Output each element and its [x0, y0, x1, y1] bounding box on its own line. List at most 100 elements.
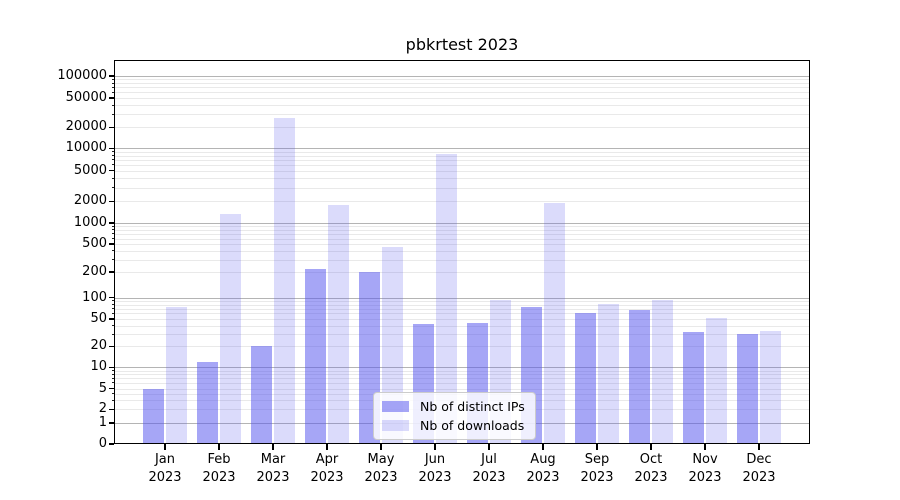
gridline-minor [114, 346, 810, 348]
bar-nb-of-downloads-apr [327, 204, 349, 444]
gridline-minor [114, 226, 810, 228]
x-tick-label-line: Nov [692, 452, 718, 467]
x-tick-label-line: 2023 [634, 469, 668, 485]
x-tick-label-nov-2023: Nov 2023 [676, 451, 734, 486]
gridline-major [114, 76, 810, 77]
y-tick-label-2000: 2000 [73, 193, 107, 209]
y-minor-tick-mark [111, 177, 114, 179]
y-minor-tick-mark [111, 159, 114, 161]
bar-nb-of-downloads-sep [597, 304, 619, 444]
y-minor-tick-mark [111, 187, 114, 189]
y-tick-label-1: 1 [98, 415, 107, 430]
x-tick-label-sep-2023: Sep 2023 [568, 451, 626, 486]
y-minor-tick-mark [111, 229, 114, 231]
gridline-minor [114, 187, 810, 189]
gridline-minor [114, 201, 810, 203]
gridline-minor [114, 229, 810, 231]
y-tick-mark [109, 271, 114, 273]
bar-nb-of-downloads-mar [273, 117, 295, 444]
gridline-minor [114, 164, 810, 166]
x-tick-mark [758, 444, 760, 450]
gridline-minor [114, 388, 810, 390]
bar-nb-of-downloads-dec [759, 330, 781, 444]
x-tick-label-line: 2023 [418, 469, 452, 485]
y-tick-mark [109, 97, 114, 99]
gridline-major [114, 223, 810, 224]
x-tick-label-line: 2023 [580, 469, 614, 485]
x-tick-label-line: Apr [315, 452, 339, 467]
gridline-major [114, 367, 810, 369]
y-minor-tick-mark [111, 151, 114, 153]
x-tick-label-jul-2023: Jul 2023 [460, 451, 518, 486]
gridline-minor [114, 308, 810, 310]
x-tick-mark [650, 444, 652, 450]
gridline-minor [114, 127, 810, 129]
gridline-minor [114, 178, 810, 180]
gridline-minor [114, 272, 810, 273]
y-tick-mark [109, 345, 114, 347]
bar-nb-of-downloads-aug [543, 202, 565, 444]
legend-entry-nb-of-distinct-ips: Nb of distinct IPs [382, 399, 525, 414]
y-minor-tick-mark [111, 370, 114, 371]
gridline-minor [114, 105, 810, 107]
y-minor-tick-mark [111, 250, 114, 252]
y-minor-tick-mark [111, 373, 114, 375]
y-tick-label-500: 500 [82, 236, 107, 251]
y-minor-tick-mark [111, 325, 114, 327]
gridline-minor [114, 98, 810, 99]
y-minor-tick-mark [111, 164, 114, 166]
y-minor-tick-mark [111, 399, 114, 401]
legend: Nb of distinct IPs Nb of downloads [373, 392, 536, 440]
gridline-minor [114, 233, 810, 235]
x-tick-mark [434, 444, 436, 450]
y-minor-tick-mark [111, 82, 114, 84]
x-tick-label-line: Jun [424, 452, 446, 467]
chart-title: pbkrtest 2023 [405, 35, 519, 54]
y-minor-tick-mark [111, 333, 114, 335]
y-tick-label-2: 2 [98, 401, 107, 417]
bar-nb-of-distinct-ips-sep [575, 312, 597, 444]
y-tick-mark [109, 243, 114, 245]
x-tick-label-line: Jul [481, 452, 497, 467]
x-tick-label-jun-2023: Jun 2023 [406, 451, 464, 486]
gridline-minor [114, 83, 810, 85]
bar-nb-of-distinct-ips-dec [737, 334, 759, 444]
y-minor-tick-mark [111, 86, 114, 88]
bar-nb-of-downloads-nov [705, 317, 727, 444]
y-tick-label-5: 5 [98, 380, 107, 396]
y-minor-tick-mark [111, 113, 114, 115]
x-tick-label-line: 2023 [256, 469, 290, 485]
x-tick-label-feb-2023: Feb 2023 [190, 451, 248, 486]
bar-nb-of-downloads-jun [435, 154, 457, 444]
bar-nb-of-downloads-feb [219, 213, 241, 444]
y-minor-tick-mark [111, 233, 114, 235]
gridline-minor [114, 259, 810, 261]
bar-nb-of-distinct-ips-oct [629, 309, 651, 444]
bar-nb-of-distinct-ips-jan [143, 388, 165, 444]
x-tick-mark [380, 444, 382, 450]
gridline-minor [114, 250, 810, 252]
y-minor-tick-mark [111, 312, 114, 314]
y-minor-tick-mark [111, 377, 114, 379]
plot-area [114, 60, 810, 444]
x-tick-label-line: Feb [207, 452, 231, 467]
bar-nb-of-downloads-jan [165, 307, 187, 444]
y-tick-label-200: 200 [82, 264, 107, 279]
x-tick-label-line: 2023 [688, 469, 722, 485]
legend-swatch-nb-of-downloads [382, 420, 409, 431]
gridline-minor [114, 378, 810, 380]
gridline-minor [114, 334, 810, 336]
legend-label-nb-of-distinct-ips: Nb of distinct IPs [420, 399, 525, 414]
y-tick-label-10: 10 [90, 359, 107, 375]
gridline-minor [114, 370, 810, 372]
gridline-minor [114, 79, 810, 81]
gridline-minor [114, 325, 810, 327]
x-tick-label-line: 2023 [526, 469, 560, 485]
y-tick-mark [109, 147, 114, 149]
gridline-minor [114, 300, 810, 302]
gridline-minor [114, 159, 810, 161]
x-tick-label-line: 2023 [472, 469, 506, 485]
y-tick-label-100000: 100000 [57, 68, 107, 83]
y-tick-mark [109, 222, 114, 224]
